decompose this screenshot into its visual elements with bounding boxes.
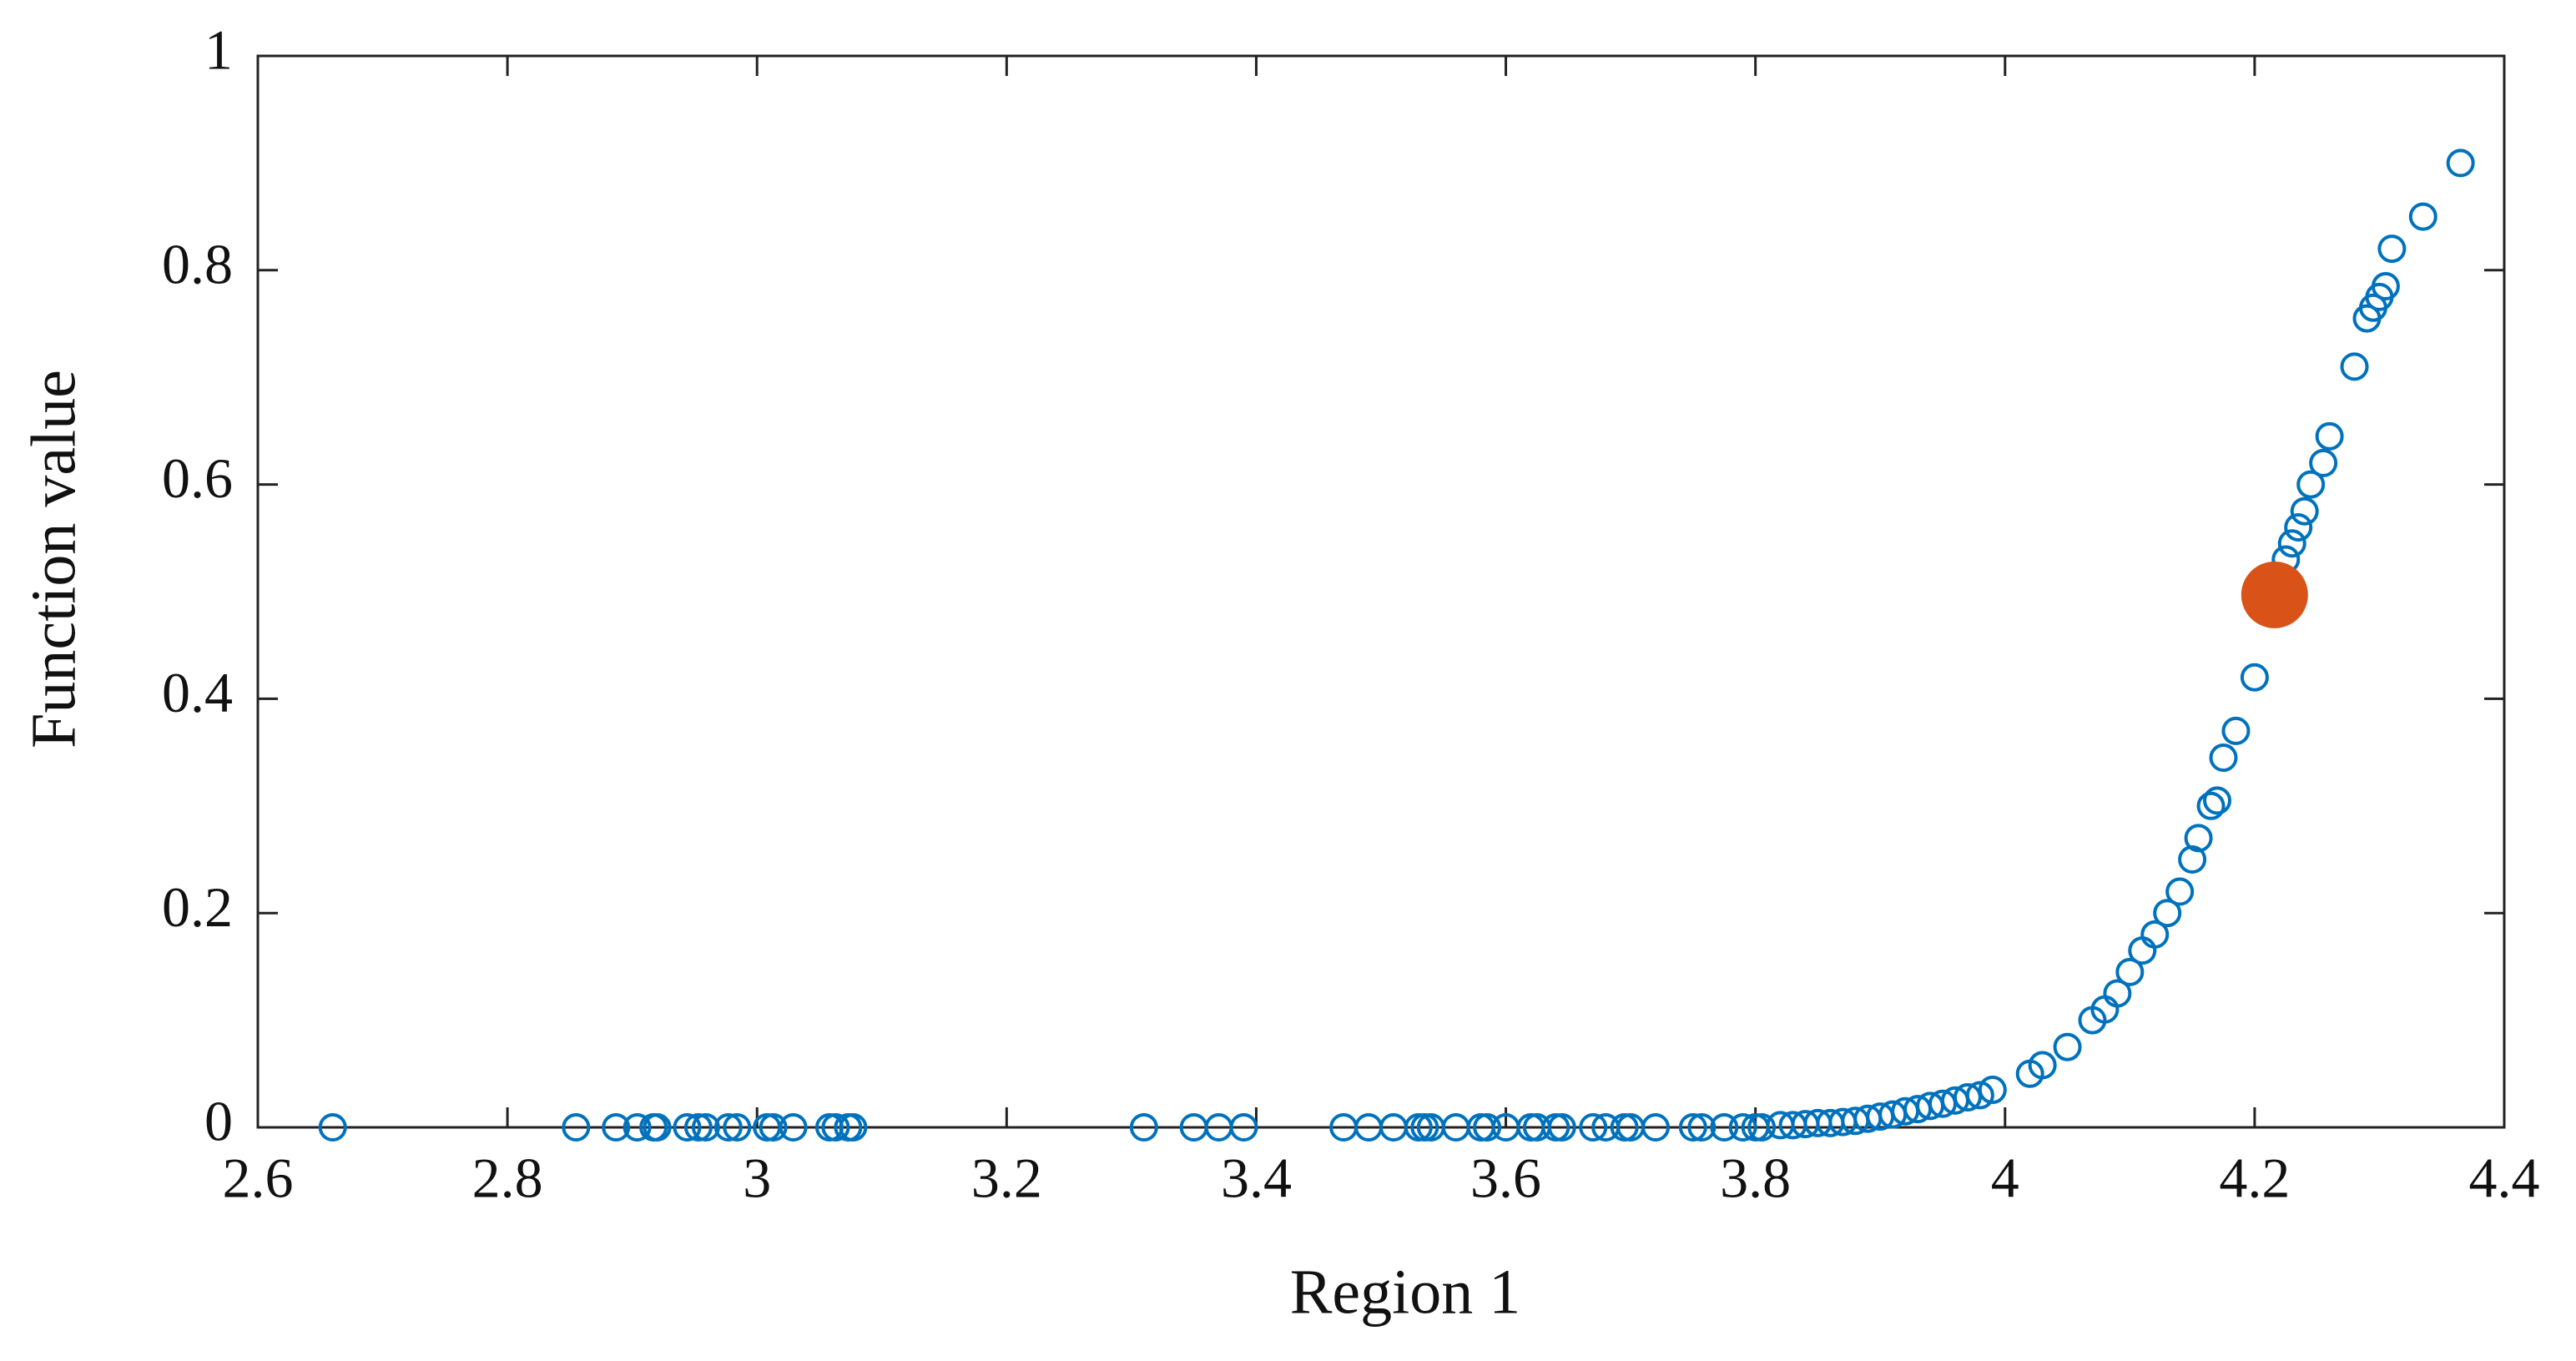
x-tick-label: 4.2 bbox=[2219, 1147, 2290, 1210]
scatter-point bbox=[1129, 1113, 1158, 1142]
scatter-point bbox=[691, 1113, 720, 1142]
scatter-point bbox=[2340, 352, 2369, 381]
y-tick-label: 0 bbox=[204, 1090, 233, 1153]
scatter-point bbox=[2284, 512, 2313, 542]
x-tick-label: 2.8 bbox=[472, 1147, 543, 1210]
scatter-point bbox=[723, 1113, 752, 1142]
x-tick-label: 3.2 bbox=[971, 1147, 1042, 1210]
highlight-point bbox=[2241, 561, 2308, 628]
scatter-point bbox=[562, 1113, 591, 1142]
x-axis-label: Region 1 bbox=[1290, 1257, 1521, 1327]
scatter-point bbox=[2140, 920, 2170, 949]
scatter-point bbox=[1229, 1113, 1258, 1142]
scatter-point bbox=[1978, 1076, 2007, 1105]
scatter-point bbox=[1965, 1081, 1994, 1110]
scatter-point bbox=[2184, 824, 2213, 853]
scatter-point bbox=[2446, 149, 2475, 178]
scatter-point bbox=[2209, 744, 2238, 773]
x-tick-label: 3 bbox=[743, 1147, 771, 1210]
scatter-point bbox=[318, 1113, 347, 1142]
scatter-point bbox=[1547, 1113, 1576, 1142]
scatter-point bbox=[1687, 1113, 1716, 1142]
scatter-point bbox=[2315, 421, 2344, 451]
y-tick-label: 0.2 bbox=[162, 875, 233, 939]
scatter-point bbox=[2028, 1051, 2057, 1080]
scatter-point bbox=[673, 1113, 702, 1142]
scatter-point bbox=[2296, 470, 2326, 499]
scatter-point bbox=[839, 1113, 868, 1142]
scatter-point bbox=[2115, 957, 2145, 986]
scatter-point bbox=[2165, 877, 2195, 906]
x-tick-label: 3.6 bbox=[1470, 1147, 1541, 1210]
x-tick-label: 3.8 bbox=[1720, 1147, 1791, 1210]
scatter-point bbox=[1710, 1113, 1739, 1142]
scatter-point bbox=[1579, 1113, 1608, 1142]
scatter-point bbox=[2290, 497, 2319, 526]
scatter-point bbox=[2408, 202, 2437, 231]
y-axis-label: Function value bbox=[18, 370, 88, 749]
scatter-point bbox=[2153, 899, 2182, 928]
scatter-point bbox=[1641, 1113, 1671, 1142]
scatter-point bbox=[759, 1113, 788, 1142]
y-tick-label: 0.8 bbox=[162, 232, 233, 295]
scatter-point bbox=[2103, 979, 2132, 1008]
scatter-point bbox=[602, 1113, 631, 1142]
scatter-point bbox=[2053, 1032, 2082, 1061]
x-tick-label: 3.4 bbox=[1221, 1147, 1292, 1210]
scatter-point bbox=[1728, 1113, 1757, 1142]
scatter-point bbox=[1473, 1113, 1502, 1142]
scatter-point bbox=[779, 1113, 808, 1142]
scatter-point bbox=[2277, 529, 2306, 558]
scatter-point bbox=[683, 1113, 713, 1142]
y-tick-label: 0.6 bbox=[162, 446, 233, 510]
scatter-point bbox=[2203, 786, 2232, 815]
scatter-point bbox=[2128, 936, 2157, 965]
scatter-point bbox=[1747, 1113, 1777, 1142]
y-tick-label: 1 bbox=[204, 18, 233, 82]
scatter-point bbox=[821, 1113, 850, 1142]
scatter-point bbox=[2221, 716, 2251, 745]
scatter-point bbox=[1678, 1113, 1707, 1142]
x-tick-label: 4 bbox=[1991, 1147, 2019, 1210]
x-tick-label: 4.4 bbox=[2469, 1147, 2540, 1210]
scatter-point bbox=[2377, 234, 2407, 264]
scatter-point bbox=[2240, 663, 2269, 692]
plot-frame bbox=[256, 54, 2506, 1129]
scatter-point bbox=[2371, 272, 2400, 301]
scatter-point bbox=[643, 1113, 672, 1142]
scatter-point bbox=[2309, 448, 2338, 477]
scatter-point bbox=[623, 1113, 652, 1142]
scatter-point bbox=[1953, 1083, 1982, 1112]
y-tick-label: 0.4 bbox=[162, 661, 233, 724]
x-tick-label: 2.6 bbox=[223, 1147, 294, 1210]
scatter-point bbox=[713, 1113, 743, 1142]
scatter-point bbox=[2196, 791, 2226, 820]
